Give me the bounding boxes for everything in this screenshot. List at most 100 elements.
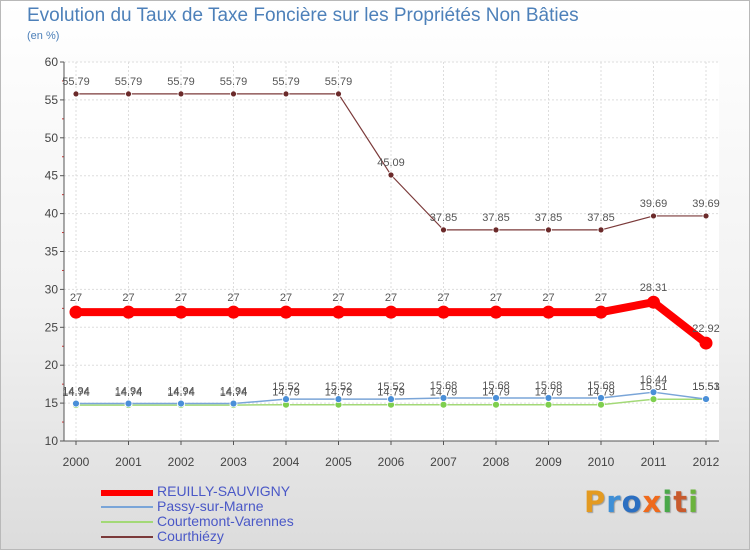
point-reuilly-sauvigny-2004 [279,305,293,319]
logo-letter-t: t [673,485,689,519]
data-label-courthiezy-2010: 37.85 [587,212,615,224]
data-label-courtemont-varennes-2005: 14.79 [325,387,353,399]
point-courtemont-varennes-2010 [597,400,605,409]
legend-label-passy-sur-marne: Passy-sur-Marne [157,498,264,514]
line-chart: 10 15 20 25 30 35 40 45 50 55 60 2000 2001 2002 2003 20… [45,55,720,469]
data-label-courthiezy-2007: 37.85 [430,212,458,224]
data-label-passy-sur-marne-2011: 16.44 [640,374,668,386]
data-label-courtemont-varennes-2006: 14.79 [377,387,405,399]
point-passy-sur-marne-2001 [124,399,133,408]
data-label-courthiezy-2000: 55.79 [62,76,90,88]
data-label-reuilly-sauvigny-2006: 27 [385,292,397,304]
point-passy-sur-marne-2011 [649,388,658,397]
point-passy-sur-marne-2000 [72,399,80,408]
data-label-reuilly-sauvigny-2005: 27 [332,292,344,304]
chart-title: Evolution du Taux de Taxe Foncière sur l… [27,5,579,26]
logo-letter-o: o [621,485,643,519]
data-label-passy-sur-marne-2001: 14.94 [115,386,143,398]
y-tick-label-45: 45 [45,169,59,183]
point-reuilly-sauvigny-2003 [227,305,240,319]
data-label-courtemont-varennes-2010: 14.79 [587,387,615,399]
data-label-courtemont-varennes-2009: 14.79 [535,387,563,399]
data-label-courthiezy-2001: 55.79 [115,76,143,88]
y-tick-label-35: 35 [45,245,59,259]
data-label-passy-sur-marne-2003: 14.94 [220,386,248,398]
data-label-courthiezy-2004: 55.79 [272,76,300,88]
data-label-courthiezy-2009: 37.85 [535,212,563,224]
data-label-courtemont-varennes-2011: 15.51 [640,381,668,393]
point-courthiezy-2005 [335,90,342,98]
point-reuilly-sauvigny-2002 [174,305,188,319]
data-label-passy-sur-marne-2010: 15.68 [587,380,615,392]
data-label-passy-sur-marne-2002: 14.94 [167,386,195,398]
data-label-passy-sur-marne-2009: 15.68 [535,380,563,392]
data-label-passy-sur-marne-2007: 15.68 [430,380,458,392]
logo-letter-r: r [606,485,622,519]
y-tick-label-50: 50 [45,131,59,145]
point-passy-sur-marne-2009 [544,394,553,402]
point-courthiezy-2011 [650,212,657,220]
point-courthiezy-2000 [72,90,80,98]
y-tick-label-30: 30 [45,282,59,296]
point-passy-sur-marne-2012 [702,395,710,403]
point-courtemont-varennes-2007 [439,400,448,409]
legend-swatch-courtemont-varennes [101,521,153,523]
data-label-reuilly-sauvigny-2003: 27 [227,292,239,304]
point-courthiezy-2012 [702,212,710,220]
x-tick-label-2009: 2009 [535,455,562,469]
data-label-courtemont-varennes-2012: 15.51 [692,381,720,393]
data-label-passy-sur-marne-2000: 14.94 [62,386,90,398]
x-tick-label-2003: 2003 [220,455,247,469]
point-reuilly-sauvigny-2012 [699,336,713,350]
point-reuilly-sauvigny-2006 [384,305,398,319]
point-passy-sur-marne-2008 [492,394,500,402]
data-label-passy-sur-marne-2004: 15.52 [272,381,300,393]
y-tick-label-20: 20 [45,358,59,372]
point-passy-sur-marne-2002 [177,399,185,408]
x-tick-label-2008: 2008 [483,455,510,469]
legend-label-reuilly-sauvigny: REUILLY-SAUVIGNY [157,483,291,499]
y-tick-label-10: 10 [45,434,59,448]
data-label-courthiezy-2012: 39.69 [692,198,720,210]
point-passy-sur-marne-2003 [229,399,238,408]
x-tick-label-2002: 2002 [168,455,195,469]
point-passy-sur-marne-2010 [597,394,605,402]
x-tick-label-2007: 2007 [430,455,457,469]
x-tick-label-2005: 2005 [325,455,352,469]
point-courthiezy-2006 [387,171,395,179]
data-label-courtemont-varennes-2001: 14.74 [115,387,143,399]
data-label-reuilly-sauvigny-2007: 27 [437,292,449,304]
data-label-courtemont-varennes-2003: 14.74 [220,387,248,399]
x-tick-label-2011: 2011 [641,455,667,469]
legend-label-courthiezy: Courthiézy [157,528,224,544]
y-tick-label-55: 55 [45,93,59,107]
x-tick-label-2001: 2001 [115,455,142,469]
point-courtemont-varennes-2011 [649,395,658,404]
x-tick-label-2006: 2006 [378,455,405,469]
data-label-courtemont-varennes-2004: 14.79 [272,387,300,399]
point-passy-sur-marne-2004 [282,395,290,404]
point-passy-sur-marne-2007 [439,394,448,402]
data-label-courtemont-varennes-2000: 14.74 [62,387,90,399]
point-reuilly-sauvigny-2010 [594,305,608,319]
logo-letter-p: P [584,485,607,519]
data-label-courthiezy-2008: 37.85 [482,212,510,224]
point-courthiezy-2008 [492,226,500,234]
data-label-passy-sur-marne-2008: 15.68 [482,380,510,392]
logo-letter-i2: i [688,485,700,519]
point-reuilly-sauvigny-2000 [69,305,83,319]
point-passy-sur-marne-2005 [334,395,343,404]
point-courthiezy-2003 [230,90,237,98]
data-label-reuilly-sauvigny-2001: 27 [122,292,134,304]
legend-swatch-courthiezy [101,536,153,538]
x-tick-label-2000: 2000 [63,455,90,469]
data-label-courtemont-varennes-2008: 14.79 [482,387,510,399]
data-label-reuilly-sauvigny-2011: 28.31 [640,282,668,294]
data-label-reuilly-sauvigny-2012: 22.92 [692,323,720,335]
logo-letter-i: i [662,485,674,519]
logo-letter-x: x [642,485,663,519]
point-reuilly-sauvigny-2001 [122,305,135,319]
x-tick-label-2004: 2004 [273,455,300,469]
data-label-reuilly-sauvigny-2004: 27 [280,292,292,304]
